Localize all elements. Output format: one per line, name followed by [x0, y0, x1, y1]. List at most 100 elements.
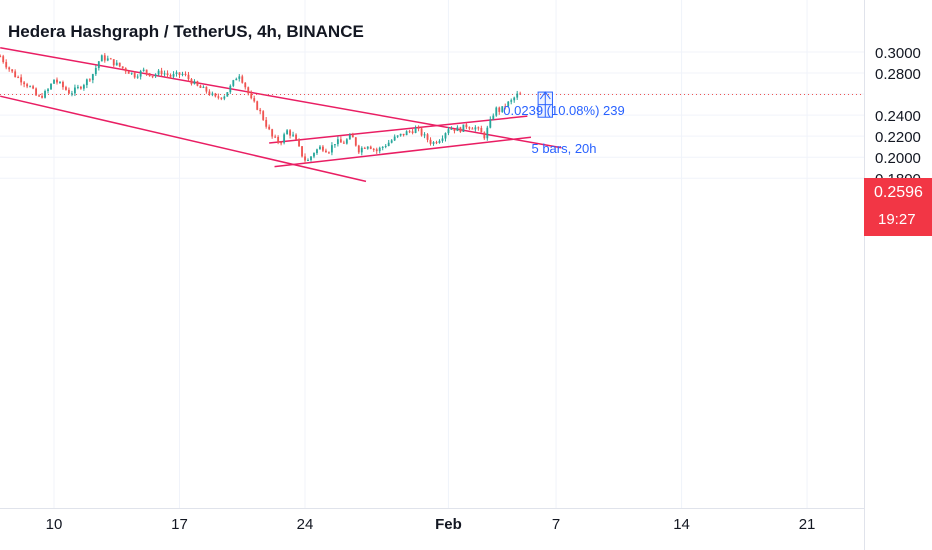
candle-body [432, 142, 435, 144]
candle-body [97, 61, 100, 69]
candle-body [14, 71, 17, 78]
candle-body [17, 77, 20, 79]
candle-body [226, 92, 229, 97]
candle-body [426, 134, 429, 140]
candle-body [247, 87, 250, 94]
candles [0, 53, 522, 164]
y-tick-label: 0.2200 [875, 129, 921, 146]
candle-body [47, 89, 49, 92]
candle-body [29, 86, 32, 88]
candle-body [501, 106, 504, 112]
candle-body [298, 139, 300, 147]
y-tick-label: 0.2800 [875, 66, 921, 83]
y-tick-label: 0.2000 [875, 150, 921, 167]
candle-body [405, 131, 408, 136]
candle-body [208, 91, 211, 95]
candle-body [178, 72, 181, 76]
candle-body [444, 133, 447, 139]
candle-body [38, 95, 40, 97]
candle-body [283, 134, 286, 143]
candle-body [480, 127, 483, 133]
candle-body [145, 69, 148, 74]
candle-body [73, 87, 76, 94]
candle-body [8, 67, 11, 70]
candle-body [345, 139, 348, 144]
candle-body [139, 70, 142, 77]
candle-body [50, 83, 52, 90]
candle-body [214, 93, 217, 97]
candle-body [196, 81, 199, 86]
candle-body [82, 85, 85, 89]
candle-body [268, 126, 271, 130]
trendlines [0, 47, 864, 183]
candle-body [366, 146, 369, 149]
candle-body [106, 58, 109, 61]
candle-body [519, 93, 522, 95]
candle-body [100, 55, 103, 62]
candle-body [369, 146, 372, 149]
candle-body [217, 96, 220, 98]
candle-body [357, 145, 360, 153]
candle-body [166, 73, 169, 76]
candle-body [402, 133, 405, 136]
candle-body [417, 127, 420, 129]
candle-body [184, 73, 187, 75]
x-tick-label: 10 [46, 516, 63, 533]
candle-body [465, 124, 468, 128]
candle-body [477, 127, 480, 129]
candle-body [420, 128, 423, 136]
candle-body [44, 91, 46, 98]
candle-body [336, 139, 339, 145]
candle-body [435, 142, 438, 144]
candle-body [133, 72, 136, 78]
candle-body [507, 101, 510, 107]
candle-body [232, 80, 235, 86]
candle-body [163, 73, 166, 75]
candle-body [453, 128, 456, 132]
candle-body [241, 76, 244, 83]
candle-body [414, 127, 417, 133]
candle-body [65, 87, 67, 90]
candle-body [399, 133, 402, 136]
x-tick-label: Feb [435, 516, 462, 533]
candle-body [319, 146, 321, 150]
candle-body [154, 74, 157, 77]
candle-body [169, 75, 172, 77]
bar-countdown: 19:27 [878, 211, 916, 228]
candle-body [250, 93, 253, 99]
candle-body [244, 82, 247, 88]
candle-body [304, 156, 306, 161]
candle-body [360, 147, 363, 153]
candle-body [235, 78, 238, 81]
candle-body [474, 127, 477, 130]
candle-body [498, 107, 501, 112]
candle-body [310, 156, 312, 161]
candle-body [339, 139, 342, 143]
measure-bars-label: 5 bars, 20h [531, 141, 597, 156]
candle-body [510, 100, 513, 102]
descending-channel-lower-line [0, 95, 367, 183]
candle-body [504, 106, 507, 108]
candle-body [229, 85, 232, 93]
ascending-channel-lower-line [274, 136, 532, 168]
y-tick-label: 0.2400 [875, 108, 921, 125]
candle-body [262, 111, 265, 120]
candle-body [181, 73, 184, 76]
candle-body [292, 134, 294, 136]
candle-body [202, 86, 205, 88]
candle-body [280, 142, 283, 144]
measure-arrow-head [539, 91, 551, 100]
candle-body [274, 136, 277, 138]
candle-body [342, 142, 345, 144]
candle-body [220, 97, 223, 99]
last-price-tag: 0.2596 19:27 [864, 178, 932, 236]
candle-body [53, 79, 55, 84]
candle-body [483, 132, 486, 139]
candle-body [447, 129, 450, 134]
candle-body [127, 71, 130, 74]
candle-body [378, 147, 381, 152]
candle-body [381, 146, 384, 148]
candle-body [118, 62, 121, 67]
